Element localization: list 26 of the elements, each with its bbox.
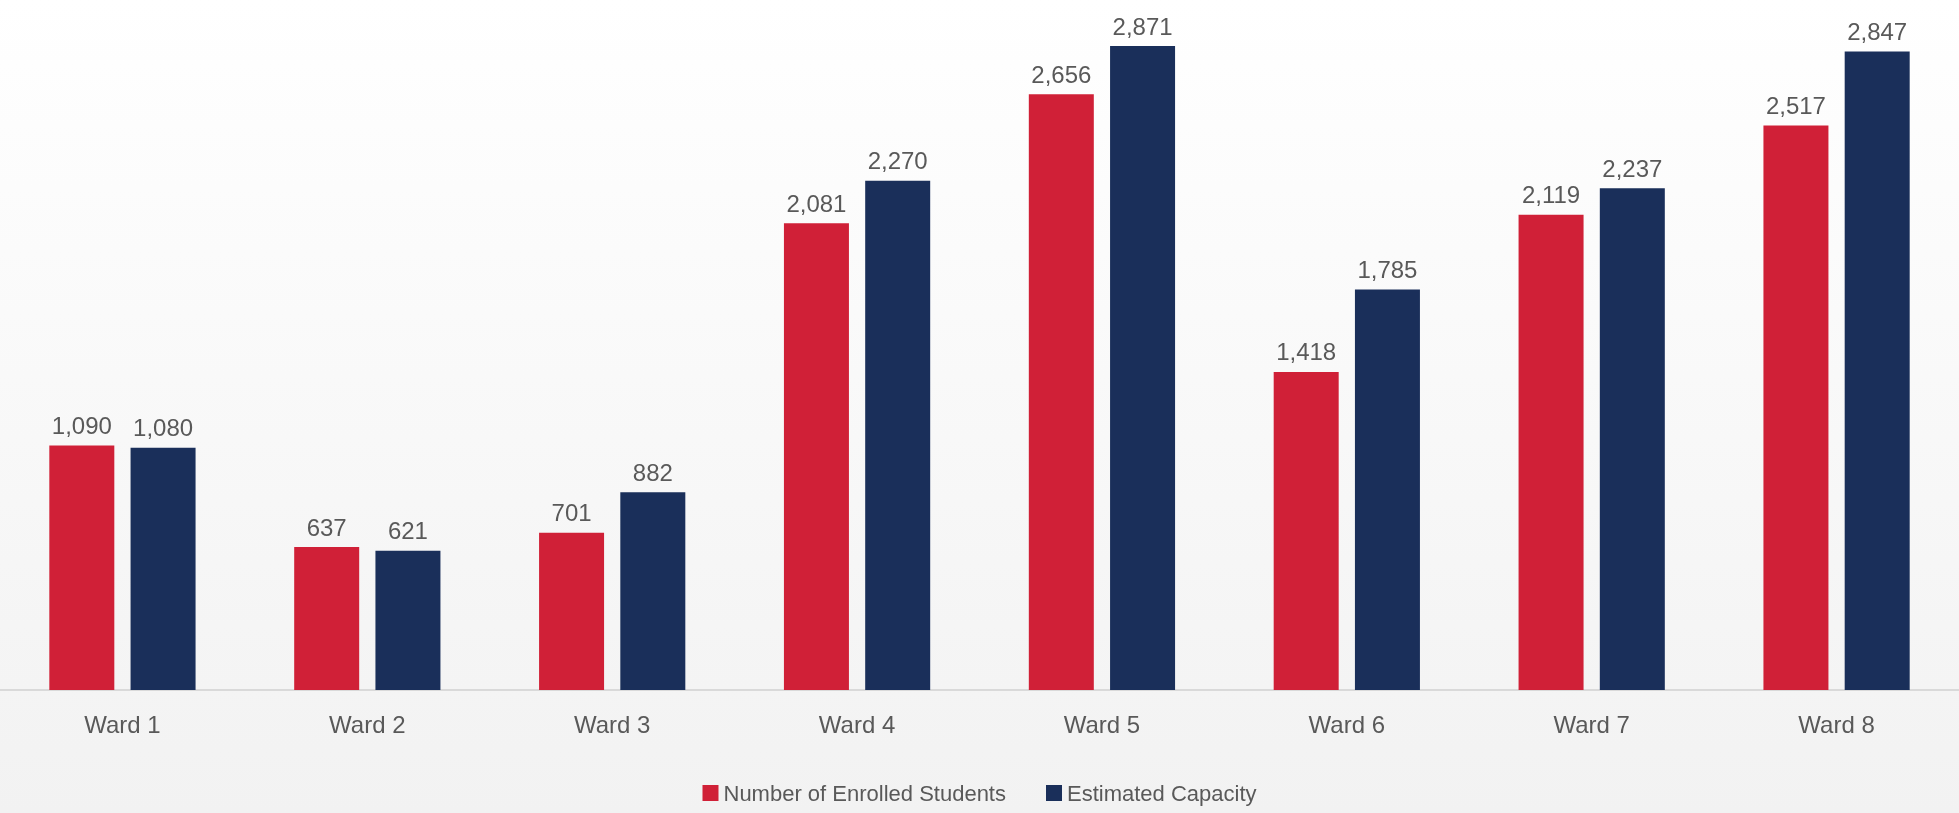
x-tick-label: Ward 1 bbox=[84, 710, 161, 738]
legend-label: Number of Enrolled Students bbox=[723, 780, 1006, 806]
data-label: 1,090 bbox=[51, 412, 112, 439]
data-label: 1,785 bbox=[1357, 256, 1418, 284]
x-tick-label: Ward 5 bbox=[1063, 710, 1141, 738]
data-label: 882 bbox=[632, 458, 673, 486]
data-label: 1,418 bbox=[1276, 338, 1337, 366]
data-label: 2,517 bbox=[1765, 91, 1826, 119]
data-label: 621 bbox=[387, 517, 428, 545]
data-label: 2,081 bbox=[786, 189, 847, 217]
data-label: 701 bbox=[551, 499, 592, 527]
x-tick-label: Ward 8 bbox=[1798, 710, 1875, 738]
x-tick-label: Ward 7 bbox=[1553, 710, 1630, 738]
x-tick-label: Ward 6 bbox=[1308, 710, 1386, 738]
data-label: 2,119 bbox=[1521, 181, 1581, 209]
x-tick-label: Ward 2 bbox=[329, 710, 406, 738]
x-tick-label: Ward 3 bbox=[573, 710, 651, 738]
data-label: 637 bbox=[306, 513, 347, 541]
data-label: 2,871 bbox=[1112, 12, 1173, 40]
data-label: 2,847 bbox=[1847, 17, 1908, 45]
data-label: 2,656 bbox=[1031, 60, 1092, 88]
data-label: 1,080 bbox=[133, 414, 194, 442]
x-tick-label: Ward 4 bbox=[818, 710, 896, 738]
data-label: 2,237 bbox=[1602, 154, 1663, 182]
data-label: 2,270 bbox=[867, 147, 928, 175]
legend-label: Estimated Capacity bbox=[1066, 780, 1257, 806]
